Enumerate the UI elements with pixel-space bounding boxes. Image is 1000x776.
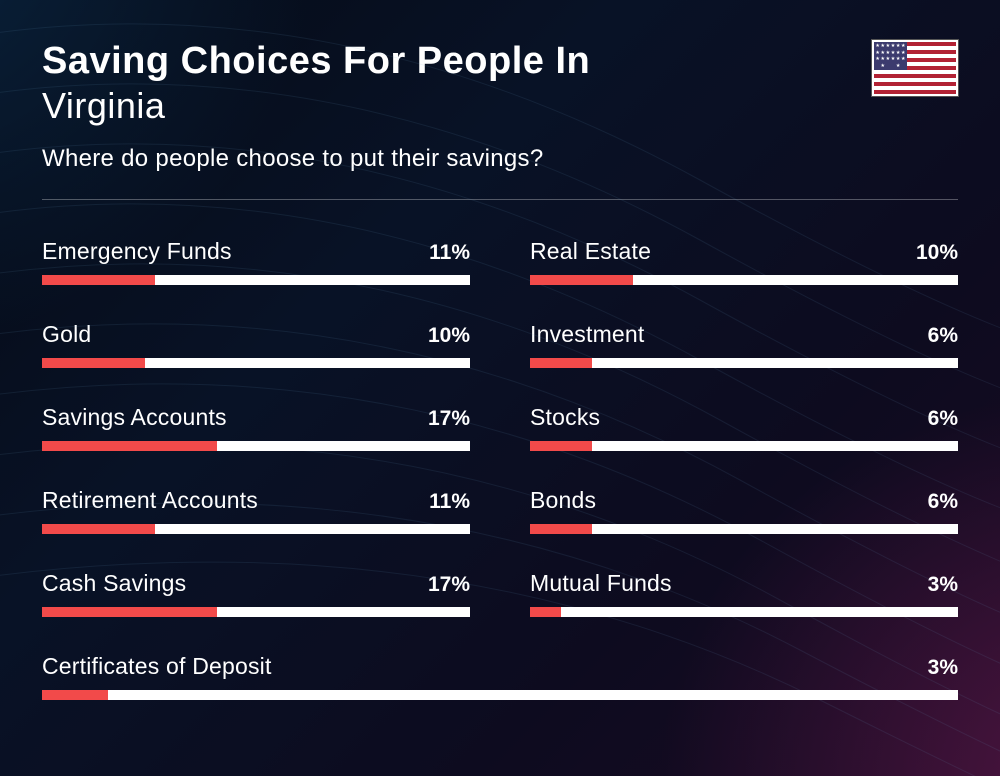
bar-track	[42, 358, 470, 368]
bar-item-head: Emergency Funds 11%	[42, 238, 470, 265]
divider	[42, 199, 958, 200]
bar-fill	[530, 441, 592, 451]
bar-item-percent: 10%	[428, 324, 470, 348]
bar-item-label: Investment	[530, 321, 645, 348]
bar-item-label: Stocks	[530, 404, 600, 431]
bar-item-percent: 3%	[928, 656, 958, 680]
bar-item-label: Savings Accounts	[42, 404, 227, 431]
bar-fill	[42, 275, 155, 285]
bar-item-label: Gold	[42, 321, 91, 348]
bar-item-label: Retirement Accounts	[42, 487, 258, 514]
bar-item-head: Cash Savings 17%	[42, 570, 470, 597]
bar-item: Stocks 6%	[530, 404, 958, 451]
bar-item-head: Real Estate 10%	[530, 238, 958, 265]
subtitle: Where do people choose to put their savi…	[42, 145, 590, 173]
bar-item-head: Stocks 6%	[530, 404, 958, 431]
bar-fill	[530, 524, 592, 534]
bar-item: Gold 10%	[42, 321, 470, 368]
bar-fill	[42, 441, 217, 451]
bar-item-head: Bonds 6%	[530, 487, 958, 514]
bar-fill	[42, 358, 145, 368]
bar-track	[42, 441, 470, 451]
bar-item: Real Estate 10%	[530, 238, 958, 285]
bar-item: Savings Accounts 17%	[42, 404, 470, 451]
bar-fill	[42, 690, 108, 700]
bar-track	[530, 441, 958, 451]
title-block: Saving Choices For People In Virginia Wh…	[42, 40, 590, 173]
bar-item-head: Retirement Accounts 11%	[42, 487, 470, 514]
bar-fill	[530, 358, 592, 368]
bar-item-label: Real Estate	[530, 238, 651, 265]
bar-track	[42, 275, 470, 285]
bar-item-head: Mutual Funds 3%	[530, 570, 958, 597]
bar-fill	[530, 607, 561, 617]
bar-track	[530, 358, 958, 368]
bar-fill	[42, 607, 217, 617]
bar-item: Emergency Funds 11%	[42, 238, 470, 285]
bar-item: Retirement Accounts 11%	[42, 487, 470, 534]
bar-track	[530, 275, 958, 285]
bar-item-label: Certificates of Deposit	[42, 653, 272, 680]
bar-item-percent: 17%	[428, 407, 470, 431]
bar-item-percent: 17%	[428, 573, 470, 597]
bar-item-percent: 6%	[928, 407, 958, 431]
bar-track	[42, 690, 958, 700]
bar-item-percent: 11%	[429, 490, 470, 514]
bar-track	[530, 607, 958, 617]
header: Saving Choices For People In Virginia Wh…	[42, 40, 958, 173]
bar-item-head: Investment 6%	[530, 321, 958, 348]
bar-item-percent: 3%	[928, 573, 958, 597]
bar-item-percent: 6%	[928, 324, 958, 348]
bar-item: Mutual Funds 3%	[530, 570, 958, 617]
bar-track	[530, 524, 958, 534]
bar-item-head: Savings Accounts 17%	[42, 404, 470, 431]
bar-item-head: Gold 10%	[42, 321, 470, 348]
bar-item-head: Certificates of Deposit 3%	[42, 653, 958, 680]
bar-item: Cash Savings 17%	[42, 570, 470, 617]
bar-item: Investment 6%	[530, 321, 958, 368]
bar-item: Bonds 6%	[530, 487, 958, 534]
items-grid: Emergency Funds 11% Real Estate 10% Gold 10% I…	[42, 238, 958, 700]
bar-item-percent: 10%	[916, 241, 958, 265]
title-line2: Virginia	[42, 85, 590, 127]
bar-item-label: Mutual Funds	[530, 570, 672, 597]
bar-fill	[530, 275, 633, 285]
bar-track	[42, 607, 470, 617]
title-line1: Saving Choices For People In	[42, 40, 590, 83]
bar-item-percent: 6%	[928, 490, 958, 514]
bar-fill	[42, 524, 155, 534]
bar-item-label: Bonds	[530, 487, 596, 514]
bar-item-label: Cash Savings	[42, 570, 186, 597]
bar-track	[42, 524, 470, 534]
bar-item: Certificates of Deposit 3%	[42, 653, 958, 700]
bar-item-label: Emergency Funds	[42, 238, 232, 265]
bar-item-percent: 11%	[429, 241, 470, 265]
us-flag-icon: ★★★★★★★★★★★★★★★★★★★★	[872, 40, 958, 96]
